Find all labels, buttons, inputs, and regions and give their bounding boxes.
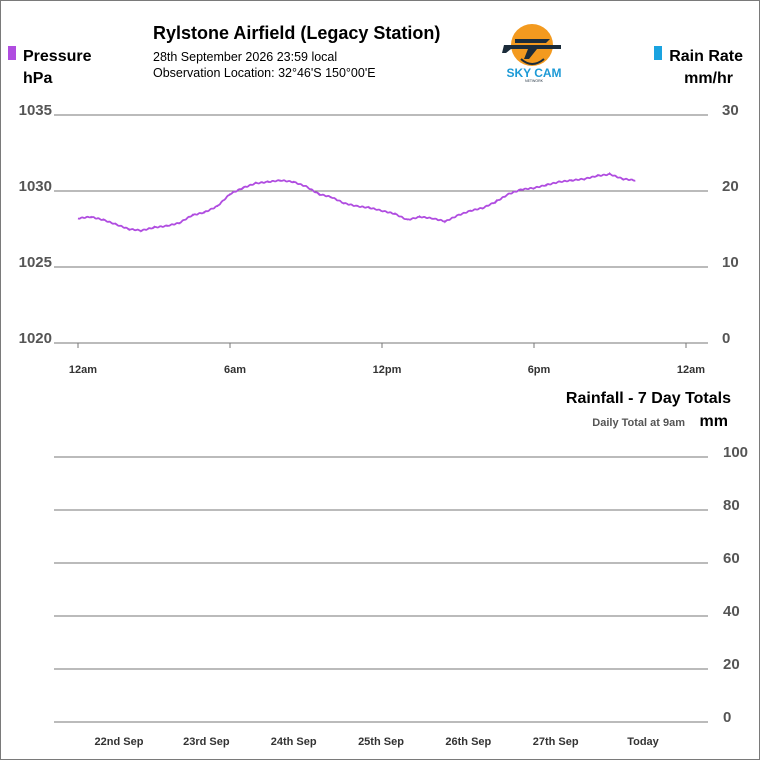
logo-subtext: NETWORK	[525, 79, 544, 83]
rainfall-day-label: 25th Sep	[358, 736, 404, 748]
pressure-tick-label: 1025	[19, 254, 52, 271]
chart-title: Rylstone Airfield (Legacy Station)	[153, 23, 440, 43]
rainfall-day-label: 26th Sep	[445, 736, 491, 748]
chart-location: Observation Location: 32°46'S 150°00'E	[153, 66, 376, 80]
rainfall-tick-label: 0	[723, 709, 731, 726]
right-axis-title: Rain Rate	[669, 48, 743, 65]
time-tick-label: 6am	[224, 364, 246, 376]
rainfall-tick-label: 60	[723, 550, 740, 567]
time-tick-label: 12pm	[373, 364, 402, 376]
right-axis-unit: mm/hr	[684, 70, 733, 87]
left-axis-title: Pressure	[23, 48, 92, 65]
rain-rate-tick-label: 30	[722, 102, 739, 119]
pressure-tick-labels: 1035 1030 1025 1020	[19, 102, 52, 347]
rainfall-tick-label: 100	[723, 444, 748, 461]
pressure-tick-label: 1020	[19, 330, 52, 347]
rainfall-chart-title: Rainfall - 7 Day Totals	[566, 390, 731, 407]
rain-rate-tick-label: 10	[722, 254, 739, 271]
time-tick-labels: 12am 6am 12pm 6pm 12am	[69, 343, 705, 376]
pressure-legend-swatch	[8, 46, 16, 60]
chart-datetime: 28th September 2026 23:59 local	[153, 50, 337, 64]
rainfall-tick-label: 40	[723, 603, 740, 620]
rainfall-day-label: 27th Sep	[533, 736, 579, 748]
pressure-tick-label: 1035	[19, 102, 52, 119]
left-axis-unit: hPa	[23, 70, 52, 87]
rainfall-axis-unit: mm	[700, 413, 728, 430]
pressure-series-line	[77, 171, 636, 233]
airplane-sun-logo-icon	[502, 24, 561, 66]
rain-rate-tick-label: 0	[722, 330, 730, 347]
rain-rate-legend-swatch	[654, 46, 662, 60]
time-tick-label: 12am	[69, 364, 97, 376]
time-tick-label: 12am	[677, 364, 705, 376]
rainfall-day-label: 22nd Sep	[95, 736, 144, 748]
rain-rate-tick-label: 20	[722, 178, 739, 195]
rainfall-day-label: 23rd Sep	[183, 736, 230, 748]
rainfall-day-labels: 22nd Sep 23rd Sep 24th Sep 25th Sep 26th Sep…	[95, 736, 660, 748]
time-tick-label: 6pm	[528, 364, 551, 376]
rainfall-tick-label: 20	[723, 656, 740, 673]
rainfall-chart-subtitle: Daily Total at 9am	[592, 417, 685, 429]
pressure-tick-label: 1030	[19, 178, 52, 195]
rainfall-grid	[54, 456, 708, 723]
rainfall-day-label: Today	[627, 736, 659, 748]
pressure-grid	[54, 114, 708, 344]
rainfall-tick-label: 80	[723, 497, 740, 514]
rainfall-day-label: 24th Sep	[271, 736, 317, 748]
logo-text: SKY CAM	[506, 66, 561, 80]
rain-rate-tick-labels: 30 20 10 0	[722, 102, 739, 347]
rainfall-tick-labels: 100 80 60 40 20 0	[723, 444, 748, 726]
